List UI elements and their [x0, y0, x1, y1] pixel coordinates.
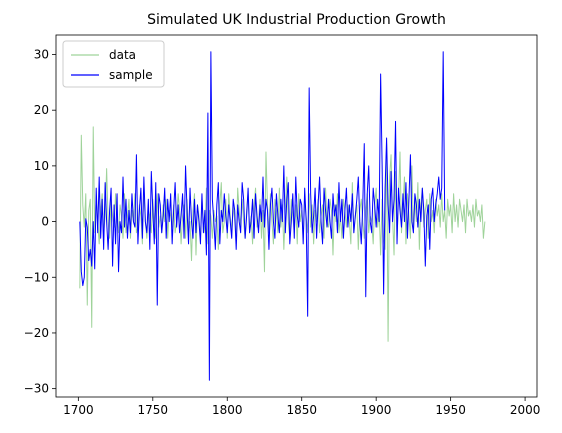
- y-tick-label-30: 30: [34, 47, 49, 61]
- x-tick-label-2000: 2000: [510, 403, 541, 417]
- y-tick-label--30: −30: [24, 382, 49, 396]
- x-tick-label-1800: 1800: [212, 403, 243, 417]
- legend-label-sample: sample: [109, 68, 153, 82]
- y-tick-label-10: 10: [34, 159, 49, 173]
- chart-title: Simulated UK Industrial Production Growt…: [147, 12, 446, 28]
- y-tick-label-20: 20: [34, 103, 49, 117]
- y-tick-label--10: −10: [24, 270, 49, 284]
- legend: data sample: [62, 40, 165, 88]
- x-tick-label-1950: 1950: [435, 403, 466, 417]
- y-tick-label-0: 0: [41, 215, 49, 229]
- legend-label-data: data: [109, 48, 136, 62]
- axes: 1700 1750 1800 1850 1900 1950 2000 −30 −20 −10 0 10…: [24, 34, 541, 417]
- x-tick-label-1750: 1750: [138, 403, 169, 417]
- x-tick-label-1850: 1850: [286, 403, 317, 417]
- x-tick-label-1700: 1700: [63, 403, 94, 417]
- y-tick-label--20: −20: [24, 326, 49, 340]
- x-tick-label-1900: 1900: [361, 403, 392, 417]
- plot-area: [79, 51, 486, 381]
- axes-frame: [55, 34, 538, 398]
- series-line-sample: [79, 51, 446, 381]
